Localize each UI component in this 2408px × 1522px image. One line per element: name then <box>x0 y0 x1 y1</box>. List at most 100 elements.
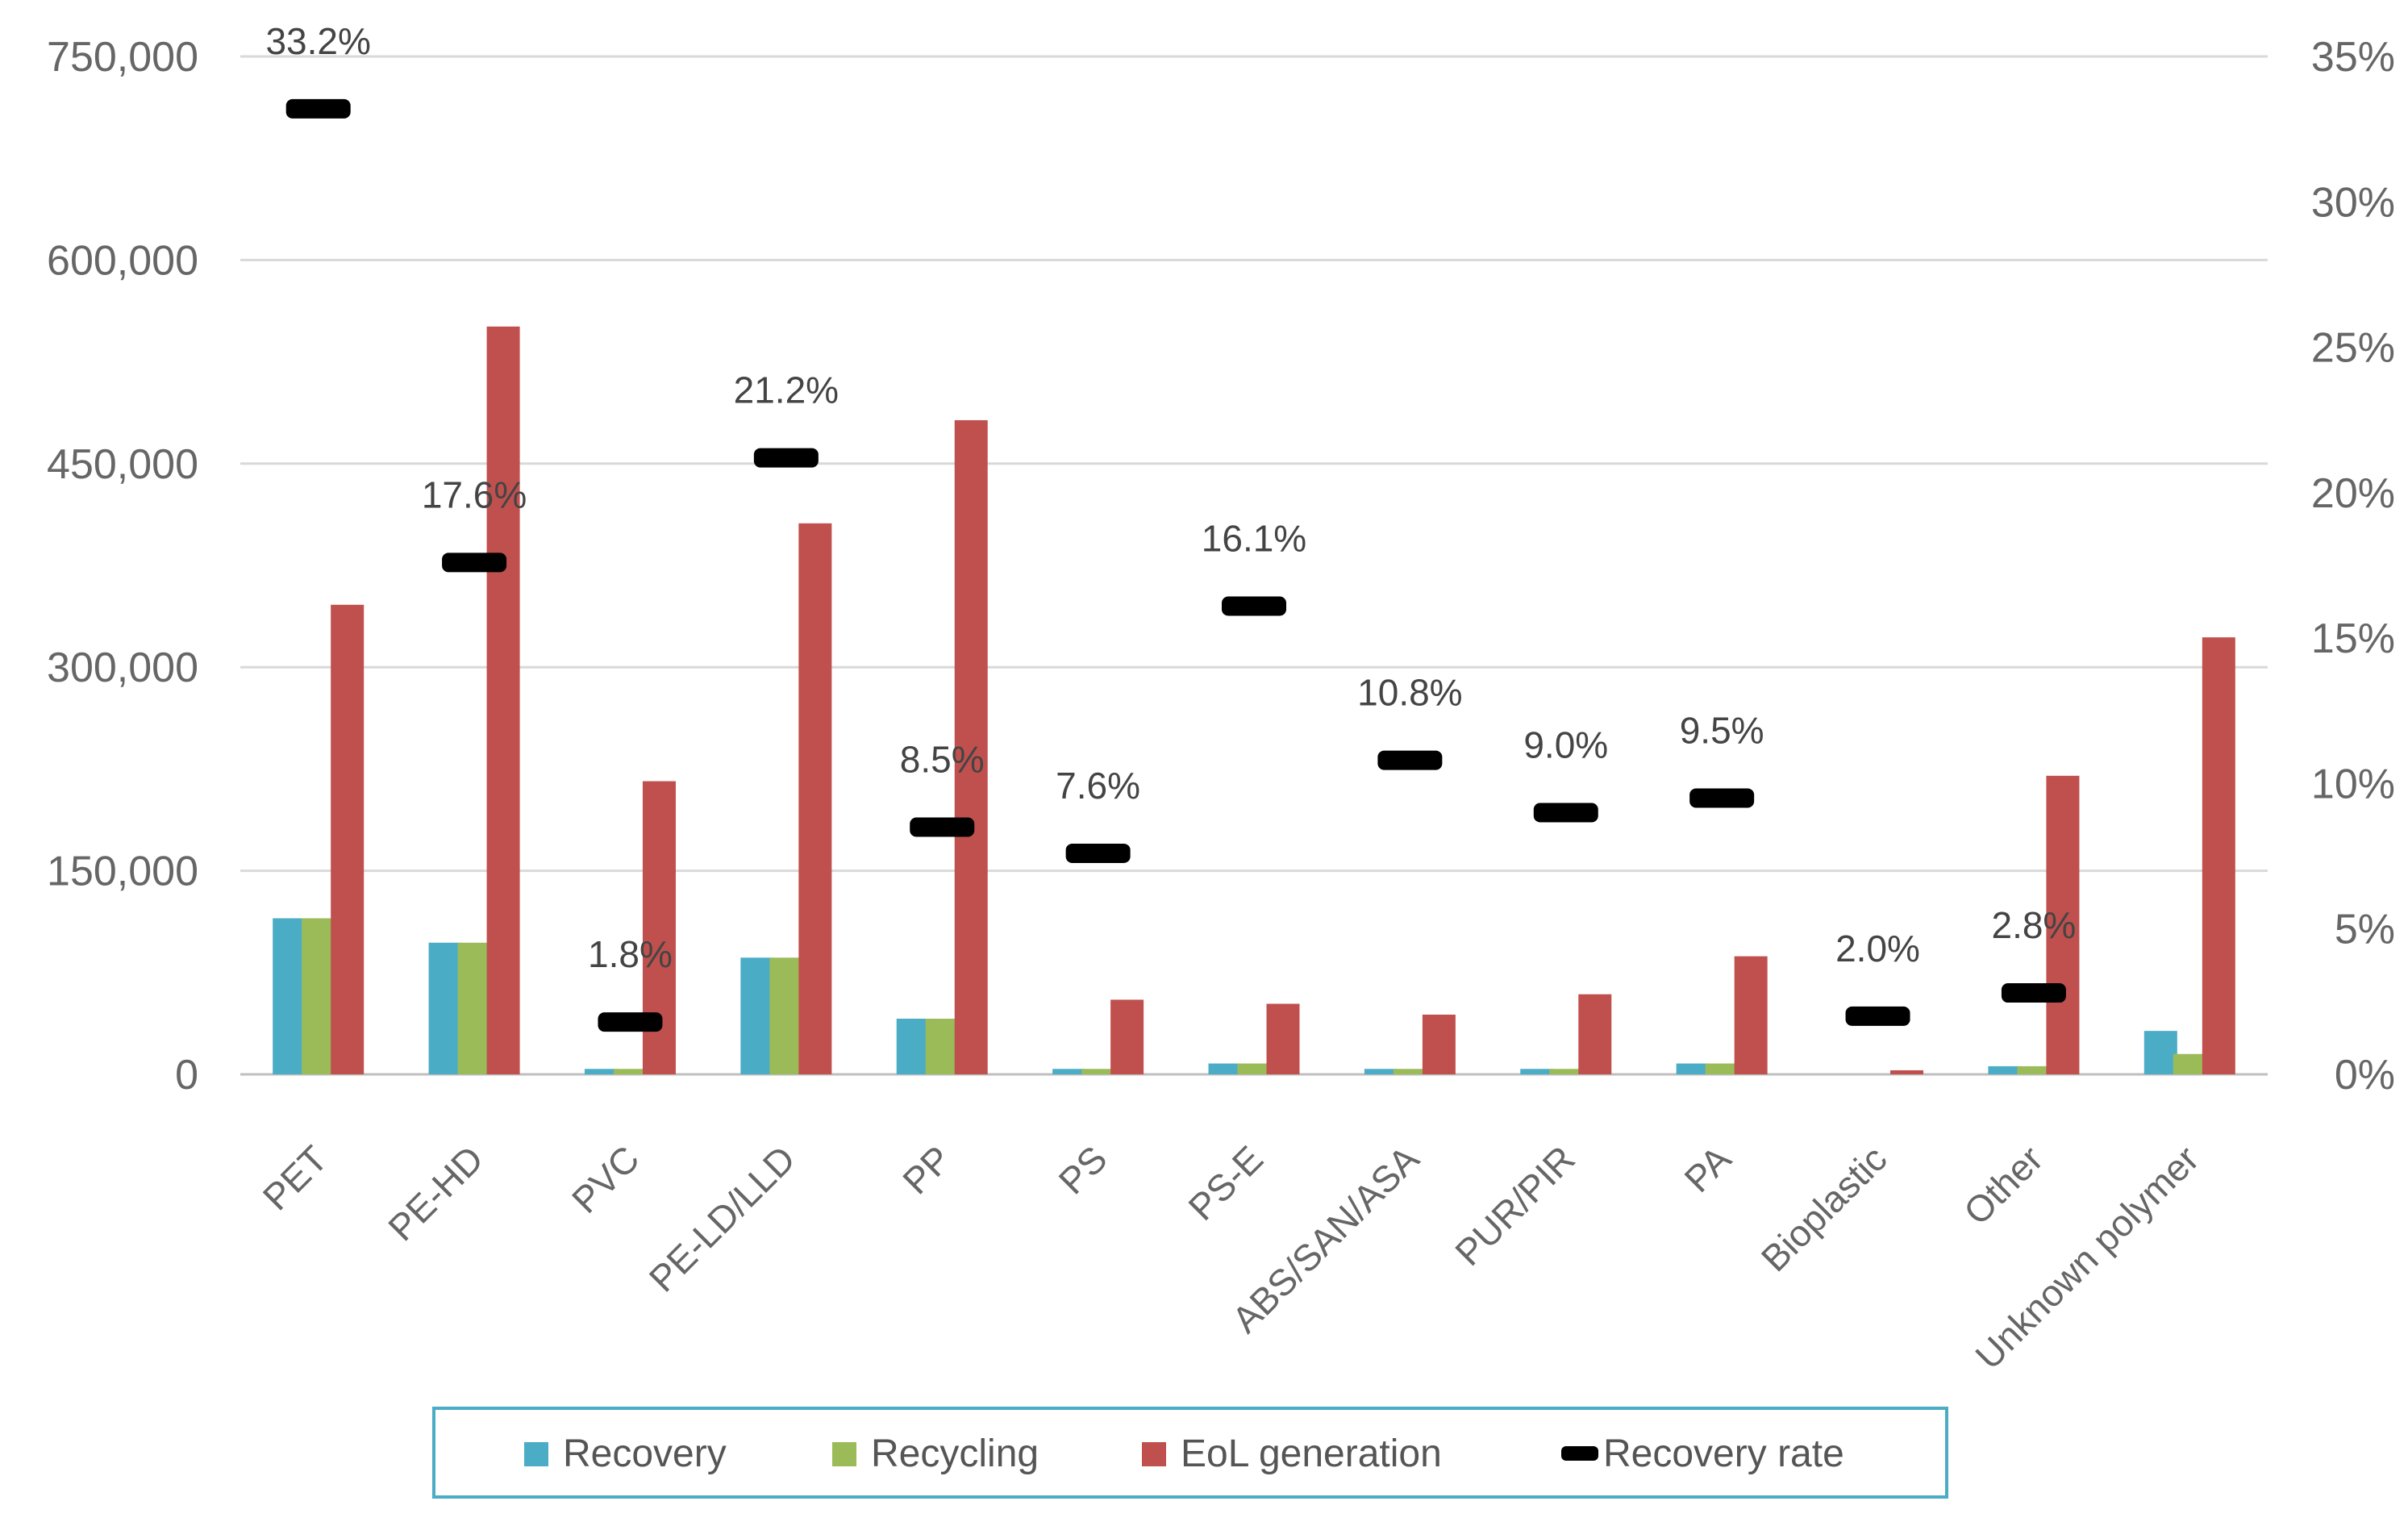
right-axis-tick-label: 15% <box>2311 615 2395 662</box>
right-axis-tick-label: 20% <box>2311 470 2395 517</box>
rate-marker-abs-san-asa <box>1377 750 1443 770</box>
right-axis-tick-label: 30% <box>2311 179 2395 226</box>
bar-recovery-abs-san-asa <box>1364 1069 1398 1074</box>
rate-marker-pur-pir <box>1533 803 1598 823</box>
legend-swatch-recovery <box>524 1442 548 1466</box>
bar-recovery-ps-e <box>1208 1063 1242 1074</box>
bar-recycling-pp <box>925 1019 959 1074</box>
bar-recycling-ps <box>1081 1069 1115 1074</box>
right-axis-tick-label: 0% <box>2335 1052 2395 1099</box>
rate-label-other: 2.8% <box>1991 904 2076 946</box>
bar-eol-generation-bioplastic <box>1890 1070 1924 1074</box>
rate-marker-pe-ld-lld <box>753 448 819 468</box>
bar-eol-generation-pp <box>954 419 988 1074</box>
rate-marker-ps <box>1065 843 1131 863</box>
category-label-pet: PET <box>255 1137 335 1218</box>
category-label-ps: PS <box>1051 1137 1115 1202</box>
bar-recycling-unknown-polymer <box>2173 1053 2206 1074</box>
rate-marker-pp <box>910 817 975 837</box>
rate-label-pe-ld-lld: 21.2% <box>734 369 839 411</box>
rate-marker-pet <box>285 98 351 119</box>
category-label-pe-hd: PE-HD <box>380 1137 491 1249</box>
bar-recycling-pe-hd <box>457 942 491 1074</box>
category-label-pe-ld-lld: PE-LD/LLD <box>641 1137 803 1299</box>
category-label-other: Other <box>1956 1137 2051 1232</box>
legend-swatch-recycling <box>832 1442 856 1466</box>
bar-eol-generation-ps-e <box>1266 1003 1300 1074</box>
rate-label-bioplastic: 2.0% <box>1835 928 1920 969</box>
legend-label-recovery-rate: Recovery rate <box>1603 1432 1844 1475</box>
bar-recovery-unknown-polymer <box>2143 1031 2177 1074</box>
rate-label-ps-e: 16.1% <box>1202 517 1306 559</box>
bars <box>273 326 2235 1074</box>
bar-recovery-pet <box>273 918 306 1074</box>
rate-marker-pa <box>1689 788 1755 808</box>
bar-recovery-pa <box>1676 1063 1710 1074</box>
bar-recycling-pvc <box>613 1069 647 1074</box>
bar-eol-generation-pe-ld-lld <box>798 523 832 1074</box>
bar-recycling-other <box>2017 1065 2051 1074</box>
legend-label-recovery: Recovery <box>563 1432 727 1475</box>
bar-recycling-abs-san-asa <box>1393 1069 1427 1074</box>
left-axis-tick-label: 450,000 <box>47 441 198 488</box>
bar-recovery-other <box>1988 1065 2022 1074</box>
bar-recycling-pa <box>1705 1063 1739 1074</box>
category-label-pur-pir: PUR/PIR <box>1447 1137 1583 1274</box>
rate-label-pvc: 1.8% <box>588 933 673 975</box>
bar-eol-generation-pur-pir <box>1578 994 1612 1074</box>
legend-border <box>432 1407 1948 1499</box>
bar-recycling-pur-pir <box>1549 1069 1583 1074</box>
left-axis-tick-label: 600,000 <box>47 237 198 284</box>
bar-eol-generation-abs-san-asa <box>1422 1014 1456 1074</box>
rate-marker-bioplastic <box>1845 1006 1910 1026</box>
rate-marker-pvc <box>598 1012 663 1032</box>
legend-swatch-recovery-rate <box>1561 1446 1598 1461</box>
rate-label-pp: 8.5% <box>900 739 985 781</box>
rate-marker-ps-e <box>1222 596 1286 616</box>
legend-label-eol-generation: EoL generation <box>1181 1432 1442 1475</box>
legend-swatch-eol-generation <box>1142 1442 1166 1466</box>
rate-markers <box>285 98 2066 1032</box>
bar-recovery-pp <box>896 1019 930 1074</box>
rate-labels: 33.2% 17.6% 1.8% 21.2% 8.5% 7.6% 16.1% 10.8% 9.0… <box>265 20 2076 975</box>
left-axis-tick-label: 150,000 <box>47 849 198 895</box>
left-axis-ticks: 0 150,000 300,000 450,000 600,000 750,000 <box>47 34 198 1099</box>
category-label-bioplastic: Bioplastic <box>1753 1137 1895 1279</box>
right-axis-tick-label: 10% <box>2311 761 2395 807</box>
bar-eol-generation-pa <box>1734 956 1768 1074</box>
right-axis-ticks: 0% 5% 10% 15% 20% 25% 30% 35% <box>2311 34 2395 1099</box>
gridlines <box>240 55 2268 1076</box>
bar-eol-generation-pet <box>331 604 365 1074</box>
bar-eol-generation-other <box>2046 775 2080 1074</box>
rate-label-pur-pir: 9.0% <box>1523 723 1608 765</box>
category-label-pa: PA <box>1676 1137 1739 1200</box>
bar-recycling-pe-ld-lld <box>769 957 803 1074</box>
category-label-pvc: PVC <box>564 1137 648 1221</box>
bar-recycling-pet <box>302 918 335 1074</box>
legend-label-recycling: Recycling <box>871 1432 1039 1475</box>
rate-label-pe-hd: 17.6% <box>422 473 527 515</box>
category-label-ps-e: PS-E <box>1180 1137 1271 1228</box>
rate-label-abs-san-asa: 10.8% <box>1357 672 1462 714</box>
bar-recovery-ps <box>1052 1069 1086 1074</box>
bar-eol-generation-pe-hd <box>486 326 520 1074</box>
bar-recovery-pvc <box>584 1069 618 1074</box>
bar-recycling-ps-e <box>1237 1063 1271 1074</box>
bar-recovery-pe-ld-lld <box>740 957 774 1074</box>
category-label-pp: PP <box>894 1137 959 1202</box>
bar-eol-generation-unknown-polymer <box>2202 637 2235 1074</box>
bar-recovery-pe-hd <box>428 942 462 1074</box>
legend: Recovery Recycling EoL generation Recove… <box>432 1407 1948 1499</box>
right-axis-tick-label: 35% <box>2311 34 2395 81</box>
bar-recovery-pur-pir <box>1520 1069 1554 1074</box>
left-axis-tick-label: 300,000 <box>47 644 198 691</box>
rate-marker-other <box>2001 983 2066 1003</box>
bar-eol-generation-ps <box>1110 999 1144 1074</box>
right-axis-tick-label: 25% <box>2311 325 2395 372</box>
rate-marker-pe-hd <box>442 553 507 573</box>
rate-label-pa: 9.5% <box>1680 709 1764 751</box>
left-axis-tick-label: 750,000 <box>47 34 198 81</box>
rate-label-ps: 7.6% <box>1056 765 1140 807</box>
